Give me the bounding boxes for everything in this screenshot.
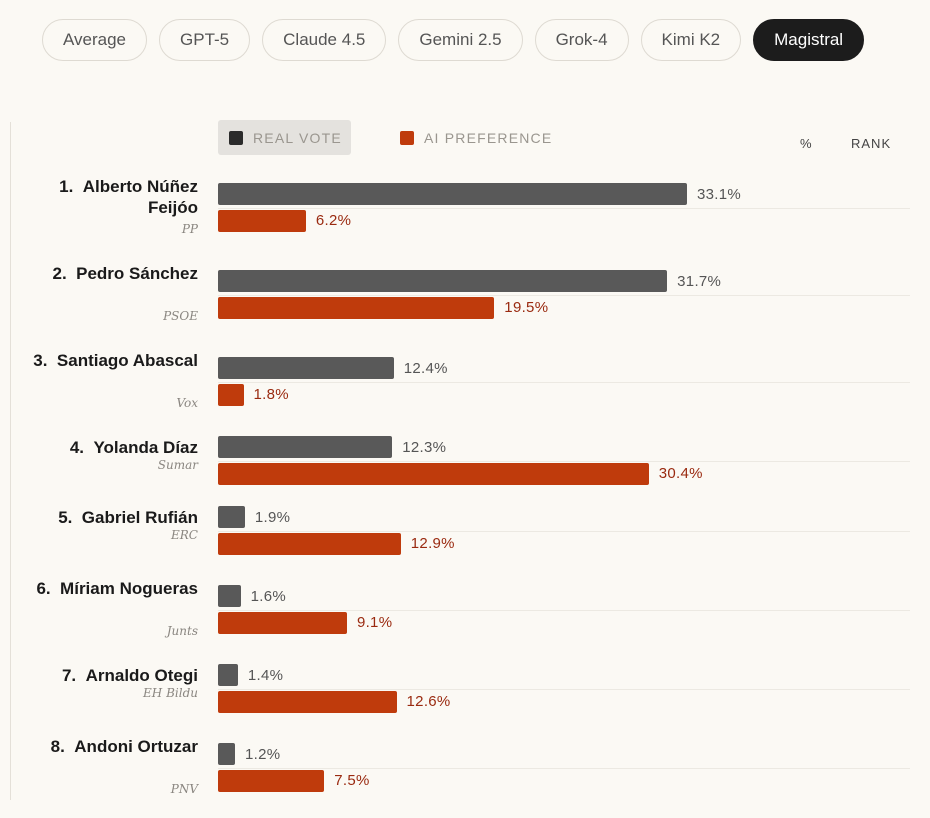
row-separator xyxy=(218,610,910,611)
real-vote-bar[interactable] xyxy=(218,506,245,528)
ai-preference-bar[interactable] xyxy=(218,612,347,634)
ai-preference-bar[interactable] xyxy=(218,384,244,406)
row-separator xyxy=(218,768,910,769)
candidate-name: 3. Santiago Abascal xyxy=(33,351,198,370)
real-vote-value: 12.4% xyxy=(403,360,448,377)
real-vote-bar[interactable] xyxy=(218,183,687,205)
ai-preference-bar[interactable] xyxy=(218,770,325,792)
model-tabs: Average GPT-5 Claude 4.5 Gemini 2.5 Grok… xyxy=(42,19,865,61)
candidate-party: PSOE xyxy=(163,309,198,323)
candidate-name: 2. Pedro Sánchez xyxy=(52,264,199,283)
real-vote-value: 12.3% xyxy=(402,439,447,456)
ai-preference-value: 9.1% xyxy=(356,614,393,631)
tab-magistral[interactable]: Magistral xyxy=(753,19,865,61)
real-vote-value: 1.9% xyxy=(254,509,291,526)
real-vote-bar[interactable] xyxy=(218,436,393,458)
tab-average[interactable]: Average xyxy=(42,19,148,61)
ai-preference-value: 12.6% xyxy=(406,693,451,710)
row-separator xyxy=(218,531,910,532)
ai-preference-value: 12.9% xyxy=(410,535,455,552)
candidate-name: 1. Alberto Núñez Feijóo xyxy=(59,177,198,217)
candidate-party: PP xyxy=(181,222,198,236)
left-divider xyxy=(10,122,11,800)
real-vote-bar[interactable] xyxy=(218,743,235,765)
real-vote-bar[interactable] xyxy=(218,357,394,379)
legend-real-swatch xyxy=(229,130,243,145)
row-separator xyxy=(218,382,910,383)
candidate-name: 7. Arnaldo Otegi xyxy=(61,666,198,685)
candidate-name: 8. Andoni Ortuzar xyxy=(50,737,198,756)
real-vote-value: 31.7% xyxy=(677,273,722,290)
row-separator xyxy=(218,295,910,296)
candidate-party: Sumar xyxy=(157,458,198,472)
tab-claude-4-5[interactable]: Claude 4.5 xyxy=(262,19,387,61)
real-vote-value: 33.1% xyxy=(697,186,742,203)
column-percent-header[interactable]: % xyxy=(800,136,813,151)
ai-preference-value: 19.5% xyxy=(504,299,549,316)
row-separator xyxy=(218,461,910,462)
candidate-name: 6. Míriam Nogueras xyxy=(36,579,198,598)
candidate-name: 4. Yolanda Díaz xyxy=(69,438,198,457)
ai-preference-bar[interactable] xyxy=(218,463,649,485)
row-separator xyxy=(218,208,910,209)
ai-preference-value: 7.5% xyxy=(334,772,370,789)
ai-preference-value: 30.4% xyxy=(658,465,703,482)
candidate-party: Vox xyxy=(176,396,198,410)
legend-ai-label: AI PREFERENCE xyxy=(424,129,553,146)
candidate-party: PNV xyxy=(170,782,198,796)
tab-gemini-2-5[interactable]: Gemini 2.5 xyxy=(398,19,523,61)
candidate-name: 5. Gabriel Rufián xyxy=(58,508,198,527)
legend-ai-swatch xyxy=(400,130,414,145)
ai-preference-bar[interactable] xyxy=(218,691,397,713)
ai-preference-value: 1.8% xyxy=(253,386,289,403)
real-vote-bar[interactable] xyxy=(218,585,241,607)
tab-grok-4[interactable]: Grok-4 xyxy=(534,19,629,61)
candidate-party: ERC xyxy=(171,528,198,542)
real-vote-value: 1.6% xyxy=(250,588,287,605)
candidate-party: EH Bildu xyxy=(143,686,198,700)
ai-preference-bar[interactable] xyxy=(218,297,495,319)
row-separator xyxy=(218,689,910,690)
tab-kimi-k2[interactable]: Kimi K2 xyxy=(640,19,742,61)
ai-preference-value: 6.2% xyxy=(315,212,352,229)
column-rank-header[interactable]: RANK xyxy=(851,136,892,151)
legend-real-label: REAL VOTE xyxy=(253,129,342,146)
legend-real-vote[interactable]: REAL VOTE xyxy=(218,120,351,155)
candidate-party: Junts xyxy=(166,624,198,638)
real-vote-value: 1.2% xyxy=(245,746,281,763)
ai-preference-bar[interactable] xyxy=(218,533,401,555)
ai-preference-bar[interactable] xyxy=(218,210,306,232)
real-vote-bar[interactable] xyxy=(218,270,668,292)
real-vote-bar[interactable] xyxy=(218,664,238,686)
real-vote-value: 1.4% xyxy=(247,667,284,684)
tab-gpt-5[interactable]: GPT-5 xyxy=(159,19,251,61)
legend-ai-preference[interactable]: AI PREFERENCE xyxy=(400,120,552,155)
